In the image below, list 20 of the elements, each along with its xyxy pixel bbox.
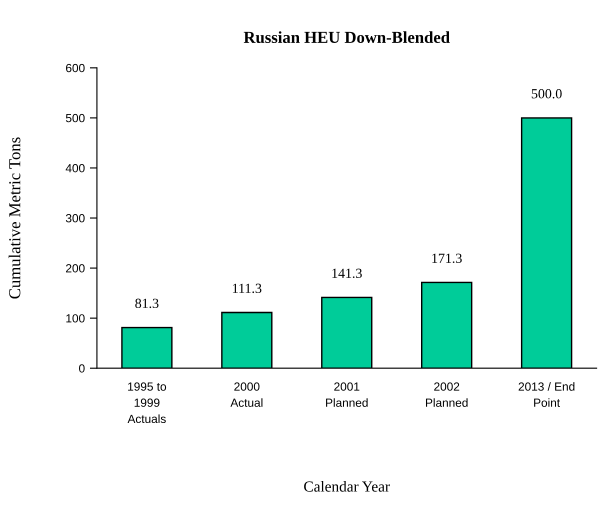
y-tick-label: 200 (66, 264, 85, 272)
y-tick-label: 600 (66, 64, 85, 72)
y-tick-label: 100 (66, 314, 85, 323)
x-tick-label: 2002 Planned (426, 382, 468, 407)
data-label: 171.3 (432, 254, 462, 264)
x-tick-label: 2001 Planned (326, 382, 368, 407)
x-tick-label: 1995 to 1999 Actuals (128, 382, 166, 424)
data-label: 500.0 (532, 89, 562, 98)
data-label: 141.3 (332, 268, 362, 278)
y-tick-label: 0 (79, 364, 85, 373)
data-label: 81.3 (135, 298, 158, 308)
y-tick-label: 400 (66, 164, 85, 172)
chart-title: Russian HEU Down-Blended (244, 31, 450, 44)
y-tick-label: 500 (66, 114, 85, 122)
x-tick-label: 2000 Actual (230, 382, 262, 407)
x-tick-label: 2013 / End Point (518, 382, 574, 407)
y-axis-title: Cumulative Metric Tons (8, 137, 20, 299)
y-tick-label: 300 (66, 214, 85, 222)
data-label: 111.3 (232, 284, 262, 294)
x-axis-title: Calendar Year (304, 480, 390, 492)
